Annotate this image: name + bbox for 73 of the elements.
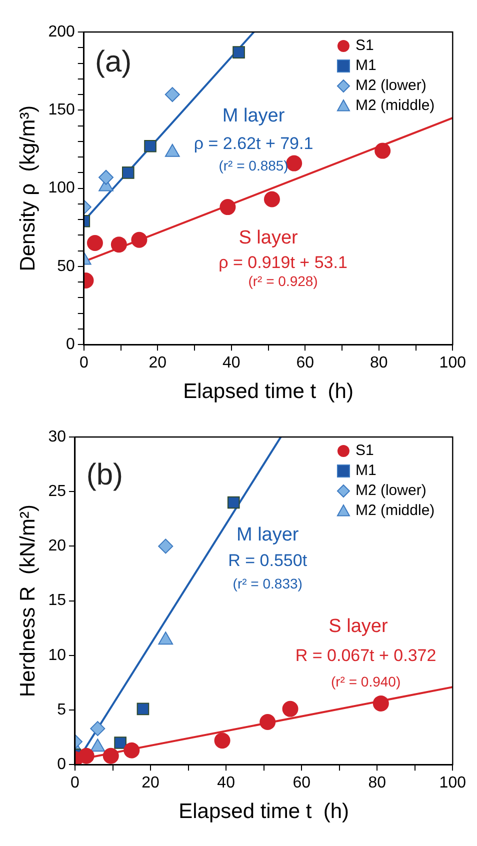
legend-label: M2 (lower) xyxy=(355,482,426,500)
x-tick-label: 60 xyxy=(296,354,314,372)
y-axis-title: Density ρ (kg/m³) xyxy=(16,105,40,272)
point xyxy=(86,235,103,252)
x-tick-label: 0 xyxy=(79,354,88,372)
annotation: (r² = 0.885) xyxy=(218,157,288,174)
point xyxy=(164,87,180,102)
legend-label: M2 (middle) xyxy=(355,97,435,114)
y-tick-label: 20 xyxy=(48,538,66,555)
x-tick-label: 60 xyxy=(292,774,311,792)
point xyxy=(110,236,127,253)
legend-label: S1 xyxy=(355,37,374,54)
legend-label: M2 (lower) xyxy=(355,77,426,94)
x-tick-label: 40 xyxy=(222,354,240,372)
point xyxy=(232,46,245,58)
y-tick-label: 0 xyxy=(57,756,66,774)
x-tick-label: 80 xyxy=(370,354,388,372)
point xyxy=(227,496,240,509)
point xyxy=(98,170,114,185)
y-tick-label: 25 xyxy=(48,483,66,500)
x-tick-label: 40 xyxy=(217,774,236,792)
y-axis-title: Herdness R (kN/m²) xyxy=(16,504,40,698)
point xyxy=(220,199,236,216)
x-tick-label: 100 xyxy=(439,774,466,792)
annotation: ρ = 0.919t + 53.1 xyxy=(218,253,348,272)
point xyxy=(90,721,106,736)
annotation: S layer xyxy=(238,228,299,249)
annotation: ρ = 2.62t + 79.1 xyxy=(194,134,314,154)
annotation: (r² = 0.928) xyxy=(248,272,318,289)
annotation: S layer xyxy=(328,616,388,638)
x-axis-title: Elapsed time t (h) xyxy=(178,800,350,824)
y-tick-label: 5 xyxy=(57,701,66,718)
legend-label: S1 xyxy=(355,442,374,460)
point xyxy=(102,748,119,764)
x-tick-label: 80 xyxy=(368,774,386,792)
point xyxy=(131,232,148,248)
annotation: M layer xyxy=(222,106,286,127)
annotation: (a) xyxy=(94,46,132,79)
y-tick-label: 100 xyxy=(48,180,75,197)
y-tick-label: 50 xyxy=(57,258,75,275)
x-tick-label: 100 xyxy=(439,354,466,372)
annotation: M layer xyxy=(236,524,300,546)
y-tick-label: 200 xyxy=(48,23,75,40)
point xyxy=(158,538,174,554)
point xyxy=(286,155,302,172)
point xyxy=(144,140,156,152)
y-tick-label: 30 xyxy=(48,428,66,446)
point xyxy=(124,742,140,758)
point xyxy=(214,732,230,749)
y-tick-label: 0 xyxy=(66,336,75,354)
legend-label: M2 (middle) xyxy=(355,502,435,520)
point xyxy=(372,695,389,712)
legend-label: M1 xyxy=(355,57,376,74)
point xyxy=(374,142,391,159)
annotation: R = 0.067t + 0.372 xyxy=(295,646,436,666)
x-tick-label: 20 xyxy=(142,774,160,792)
point xyxy=(78,748,94,764)
point xyxy=(264,191,280,208)
x-tick-label: 20 xyxy=(148,354,167,372)
point xyxy=(282,700,298,717)
annotation: (r² = 0.940) xyxy=(330,674,401,690)
y-tick-label: 15 xyxy=(48,592,66,610)
point xyxy=(136,702,150,716)
point xyxy=(260,714,276,730)
point xyxy=(114,736,126,749)
x-axis-title: Elapsed time t (h) xyxy=(183,380,354,404)
annotation: R = 0.550t xyxy=(228,551,308,570)
y-tick-label: 150 xyxy=(48,102,75,119)
point xyxy=(122,166,134,179)
annotation: (b) xyxy=(86,458,123,492)
y-tick-label: 10 xyxy=(48,646,66,664)
legend-label: M1 xyxy=(355,462,376,480)
annotation: (r² = 0.833) xyxy=(232,575,302,592)
